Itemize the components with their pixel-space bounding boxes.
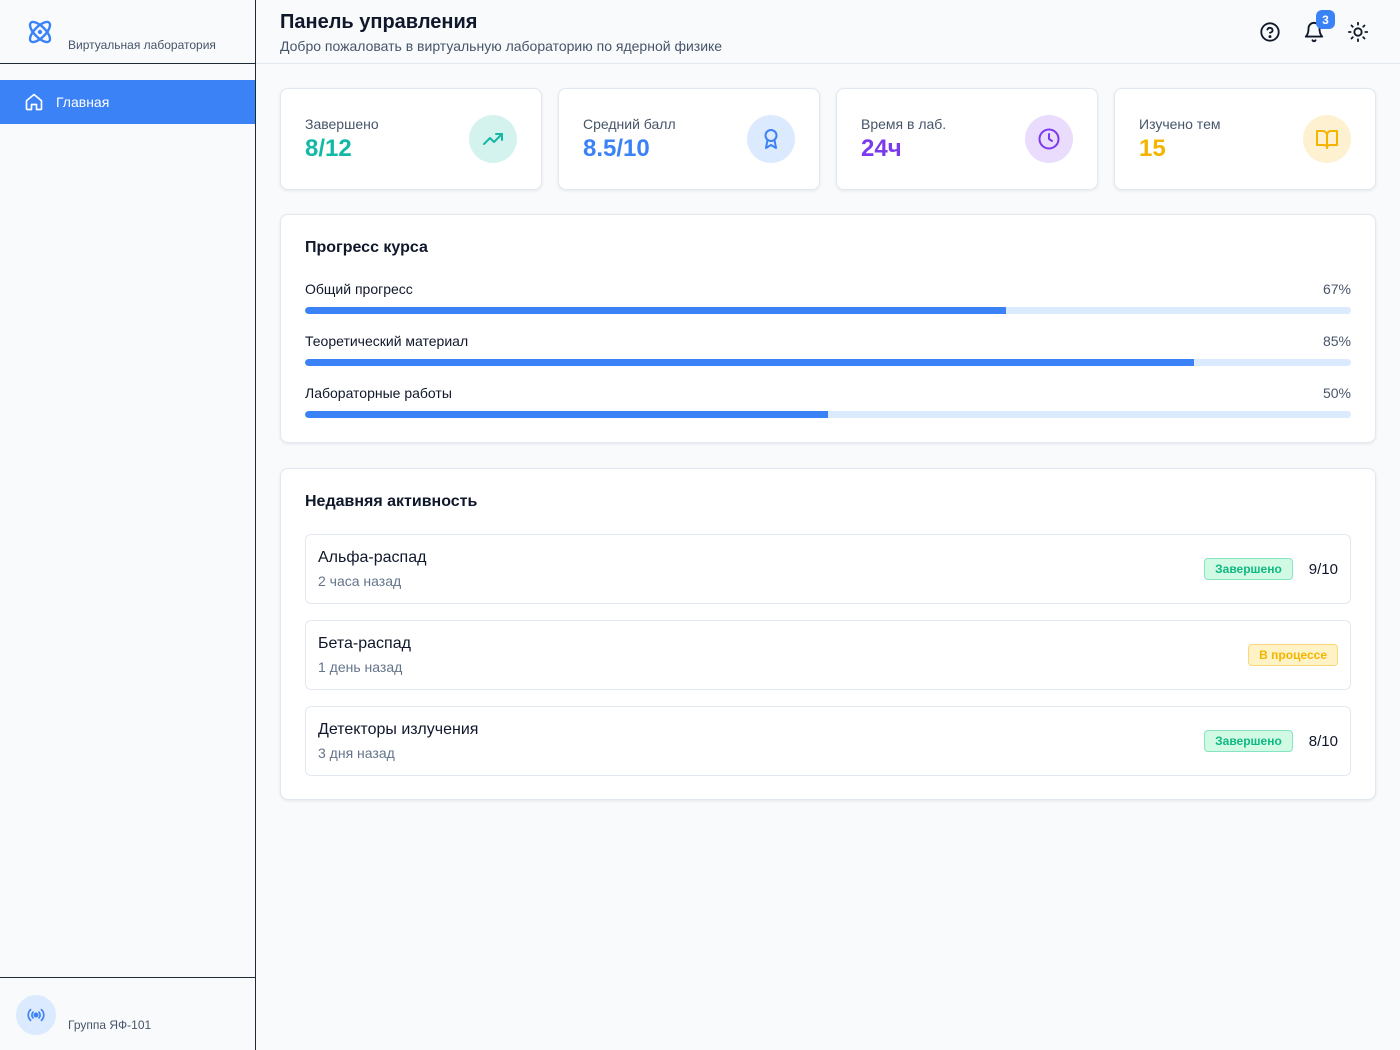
page-subtitle: Добро пожаловать в виртуальную лаборатор… xyxy=(280,38,723,54)
help-icon xyxy=(1260,22,1280,42)
progress-label: Теоретический материал xyxy=(305,333,469,349)
activity-meta: В процессе xyxy=(1248,644,1338,666)
stat-card-average-score: Средний балл 8.5/10 xyxy=(558,88,820,190)
stat-value: 8/12 xyxy=(305,135,352,162)
broadcast-icon xyxy=(16,995,56,1035)
activity-item[interactable]: Бета-распад 1 день назад В процессе xyxy=(305,620,1351,690)
sun-icon xyxy=(1347,21,1369,43)
progress-bar xyxy=(305,411,1351,418)
stat-value: 8.5/10 xyxy=(583,135,650,162)
activity-name: Детекторы излучения xyxy=(318,721,479,738)
notification-count-badge: 3 xyxy=(1316,10,1335,29)
activity-time: 2 часа назад xyxy=(318,573,402,589)
progress-fill xyxy=(305,411,828,418)
bell-icon xyxy=(1304,22,1324,43)
stat-value: 24ч xyxy=(861,135,902,162)
progress-bar xyxy=(305,359,1351,366)
activity-name: Бета-распад xyxy=(318,635,411,652)
stat-label: Время в лаб. xyxy=(861,116,947,132)
activity-time: 3 дня назад xyxy=(318,745,395,761)
progress-percent: 67% xyxy=(1322,281,1351,297)
status-badge: Завершено xyxy=(1204,558,1293,580)
clock-icon xyxy=(1025,115,1073,163)
activity-item[interactable]: Детекторы излучения 3 дня назад Завершен… xyxy=(305,706,1351,776)
progress-fill xyxy=(305,307,1006,314)
group-label: Группа ЯФ-101 xyxy=(68,1018,152,1032)
stat-label: Средний балл xyxy=(583,116,676,132)
progress-label: Общий прогресс xyxy=(305,281,413,297)
home-icon xyxy=(24,92,44,112)
status-badge: Завершено xyxy=(1204,730,1293,752)
progress-percent: 85% xyxy=(1322,333,1351,349)
brand: Виртуальная лаборатория xyxy=(0,0,255,64)
activity-time: 1 день назад xyxy=(318,659,403,675)
header: Панель управления Добро пожаловать в вир… xyxy=(256,0,1400,64)
status-badge: В процессе xyxy=(1248,644,1338,666)
activity-score: 9/10 xyxy=(1308,560,1338,578)
stat-value: 15 xyxy=(1139,135,1166,162)
trending-up-icon xyxy=(469,115,517,163)
book-icon xyxy=(1303,115,1351,163)
activity-item[interactable]: Альфа-распад 2 часа назад Завершено 9/10 xyxy=(305,534,1351,604)
progress-label: Лабораторные работы xyxy=(305,385,452,401)
stat-label: Изучено тем xyxy=(1139,116,1221,132)
sidebar-item-home[interactable]: Главная xyxy=(0,80,255,124)
stat-label: Завершено xyxy=(305,116,379,132)
progress-fill xyxy=(305,359,1195,366)
activity-meta: Завершено 9/10 xyxy=(1204,558,1338,580)
help-button[interactable] xyxy=(1258,20,1282,44)
award-icon xyxy=(747,115,795,163)
notifications-button[interactable] xyxy=(1302,20,1326,44)
progress-bar xyxy=(305,307,1351,314)
progress-percent: 50% xyxy=(1322,385,1351,401)
stat-card-lab-time: Время в лаб. 24ч xyxy=(836,88,1098,190)
sidebar-footer: Группа ЯФ-101 xyxy=(0,977,256,1050)
course-progress-panel: Прогресс курса Общий прогресс 67% Теорет… xyxy=(280,214,1376,443)
sidebar-item-label: Главная xyxy=(56,94,110,110)
theme-toggle-button[interactable] xyxy=(1346,20,1370,44)
recent-activity-panel: Недавняя активность Альфа-распад 2 часа … xyxy=(280,468,1376,800)
activity-score: 8/10 xyxy=(1308,732,1338,750)
brand-subtitle: Виртуальная лаборатория xyxy=(68,38,216,52)
recent-activity-title: Недавняя активность xyxy=(305,493,478,510)
activity-meta: Завершено 8/10 xyxy=(1204,730,1338,752)
stat-card-topics-studied: Изучено тем 15 xyxy=(1114,88,1376,190)
page-title: Панель управления xyxy=(280,11,478,33)
stat-card-completed: Завершено 8/12 xyxy=(280,88,542,190)
activity-name: Альфа-распад xyxy=(318,549,427,566)
atom-logo-icon xyxy=(28,20,52,44)
sidebar: Виртуальная лаборатория Главная Группа Я… xyxy=(0,0,256,1050)
course-progress-title: Прогресс курса xyxy=(305,239,428,256)
sidebar-nav: Главная xyxy=(0,64,255,124)
